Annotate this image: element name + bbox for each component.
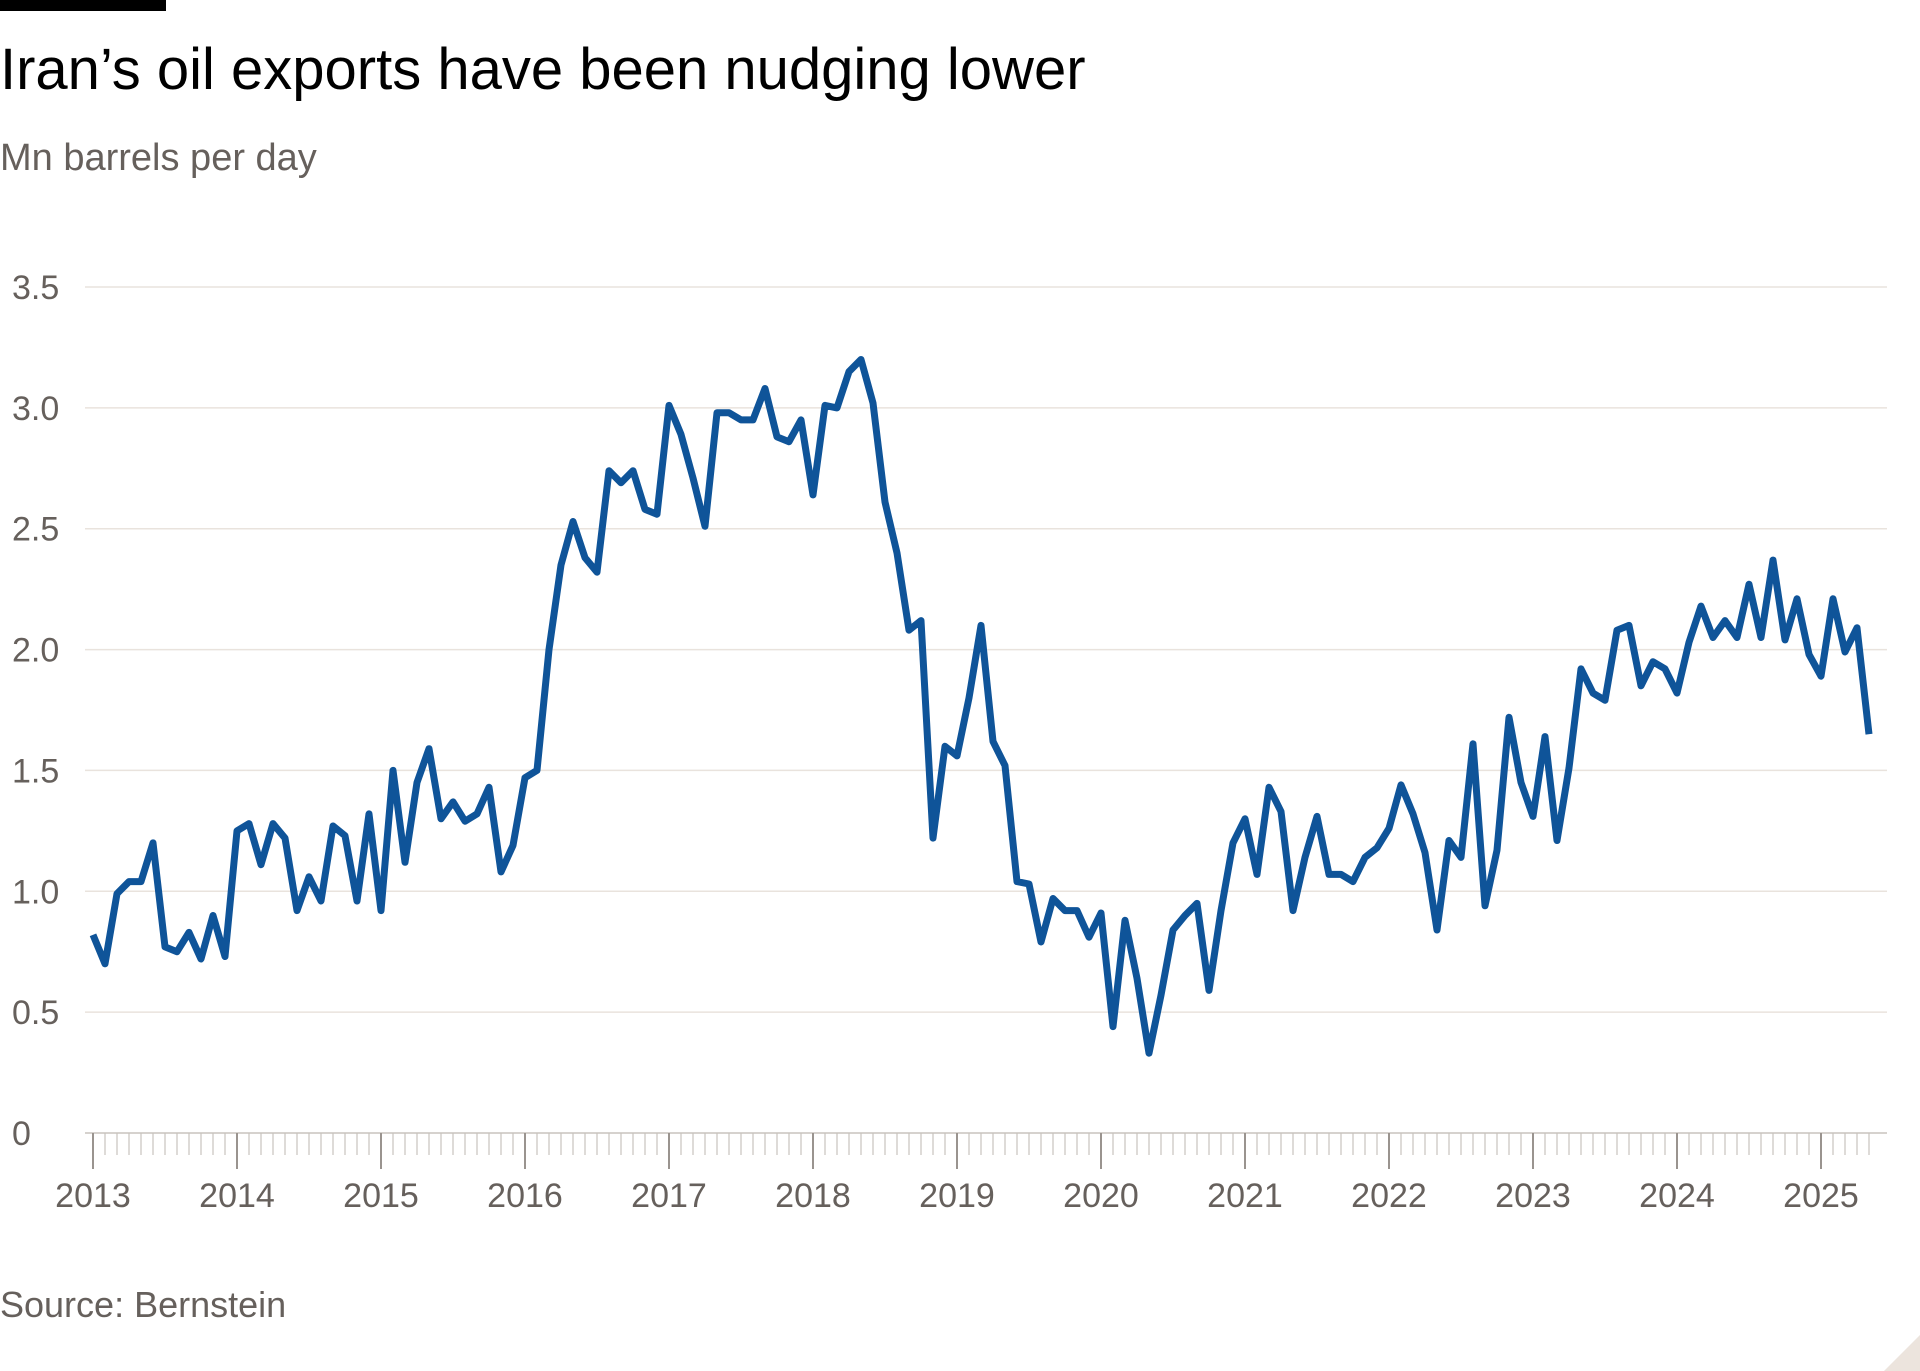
line-chart: 00.51.01.52.02.53.03.5 2013 2014 2015 2016 2… <box>12 269 1887 1215</box>
x-tick-label: 2023 <box>1495 1177 1571 1215</box>
x-tick-label: 2016 <box>487 1177 563 1215</box>
x-tick-label: 2025 <box>1783 1177 1859 1215</box>
y-tick-label: 3.5 <box>12 269 59 307</box>
x-tick-label: 2015 <box>343 1177 419 1215</box>
x-tick-label: 2014 <box>199 1177 275 1215</box>
series-line-0 <box>89 356 1873 1057</box>
x-tick-label: 2021 <box>1207 1177 1283 1215</box>
y-tick-label: 1.5 <box>12 752 59 790</box>
chart-subtitle: Mn barrels per day <box>0 137 317 179</box>
y-tick-label: 0.5 <box>12 994 59 1032</box>
source-note: Source: Bernstein <box>0 1284 287 1325</box>
chart-title: Iran’s oil exports have been nudging low… <box>0 37 1086 102</box>
x-tick-label: 2020 <box>1063 1177 1139 1215</box>
y-tick-label: 3.0 <box>12 390 59 428</box>
x-tick-label: 2024 <box>1639 1177 1715 1215</box>
x-axis: 2013 2014 2015 2016 2017 2018 2019 2020 2021 2022… <box>55 1132 1887 1215</box>
y-tick-label: 0 <box>12 1115 31 1153</box>
series-layer <box>89 356 1873 1057</box>
x-tick-label: 2022 <box>1351 1177 1427 1215</box>
y-tick-label: 2.5 <box>12 511 59 549</box>
brand-top-bar <box>0 0 166 11</box>
x-tick-label: 2013 <box>55 1177 131 1215</box>
x-tick-label: 2019 <box>919 1177 995 1215</box>
y-axis-tick-labels: 0 0.5 1.0 1.5 2.0 2.5 3.0 3.5 <box>12 269 59 1153</box>
corner-fold-icon <box>1884 1335 1920 1371</box>
x-tick-label: 2018 <box>775 1177 851 1215</box>
x-tick-label: 2017 <box>631 1177 707 1215</box>
y-tick-label: 1.0 <box>12 873 59 911</box>
y-tick-label: 2.0 <box>12 632 59 670</box>
